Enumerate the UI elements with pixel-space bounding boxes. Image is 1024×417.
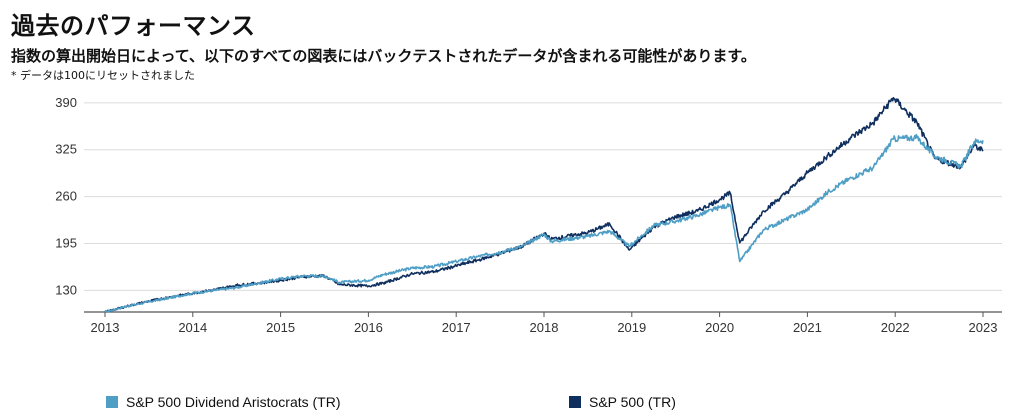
x-tick-label: 2017	[442, 320, 471, 335]
x-tick-label: 2013	[91, 320, 120, 335]
legend-item-aristocrats: S&P 500 Dividend Aristocrats (TR)	[106, 394, 341, 410]
x-tick-label: 2023	[969, 320, 998, 335]
legend-item-sp500: S&P 500 (TR)	[569, 394, 676, 410]
x-tick-label: 2020	[705, 320, 734, 335]
legend-label-sp500: S&P 500 (TR)	[589, 394, 676, 410]
y-tick-label: 130	[55, 282, 77, 297]
legend-swatch-aristocrats	[106, 396, 118, 408]
x-tick-label: 2021	[793, 320, 822, 335]
series-line-sp500	[104, 97, 984, 313]
y-tick-label: 260	[55, 189, 77, 204]
page-title: 過去のパフォーマンス	[11, 12, 256, 40]
x-tick-label: 2016	[354, 320, 383, 335]
x-tick-label: 2015	[266, 320, 295, 335]
legend-label-aristocrats: S&P 500 Dividend Aristocrats (TR)	[126, 394, 341, 410]
legend-swatch-sp500	[569, 396, 581, 408]
y-tick-label: 325	[55, 142, 77, 157]
y-tick-label: 390	[55, 95, 77, 110]
x-tick-label: 2019	[617, 320, 646, 335]
page-subtitle: 指数の算出開始日によって、以下のすべての図表にはバックテストされたデータが含まれ…	[11, 47, 756, 65]
x-tick-label: 2018	[530, 320, 559, 335]
series-line-aristocrats	[104, 133, 984, 313]
y-tick-label: 195	[55, 235, 77, 250]
x-tick-label: 2022	[881, 320, 910, 335]
x-tick-label: 2014	[178, 320, 207, 335]
reset-note: * データは100にリセットされました	[11, 69, 195, 82]
